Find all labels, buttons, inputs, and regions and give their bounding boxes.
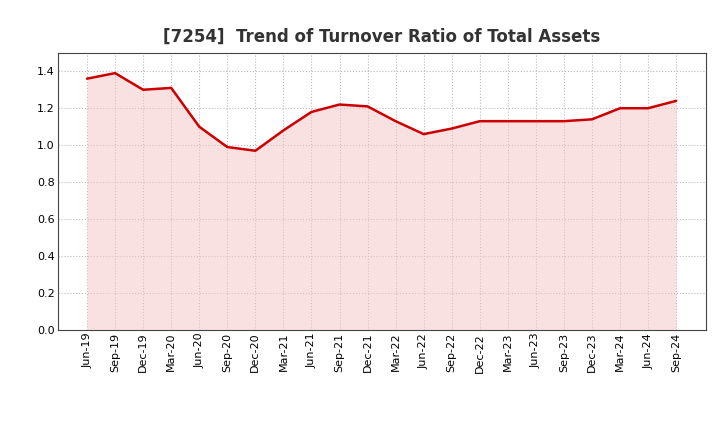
Title: [7254]  Trend of Turnover Ratio of Total Assets: [7254] Trend of Turnover Ratio of Total … <box>163 28 600 46</box>
